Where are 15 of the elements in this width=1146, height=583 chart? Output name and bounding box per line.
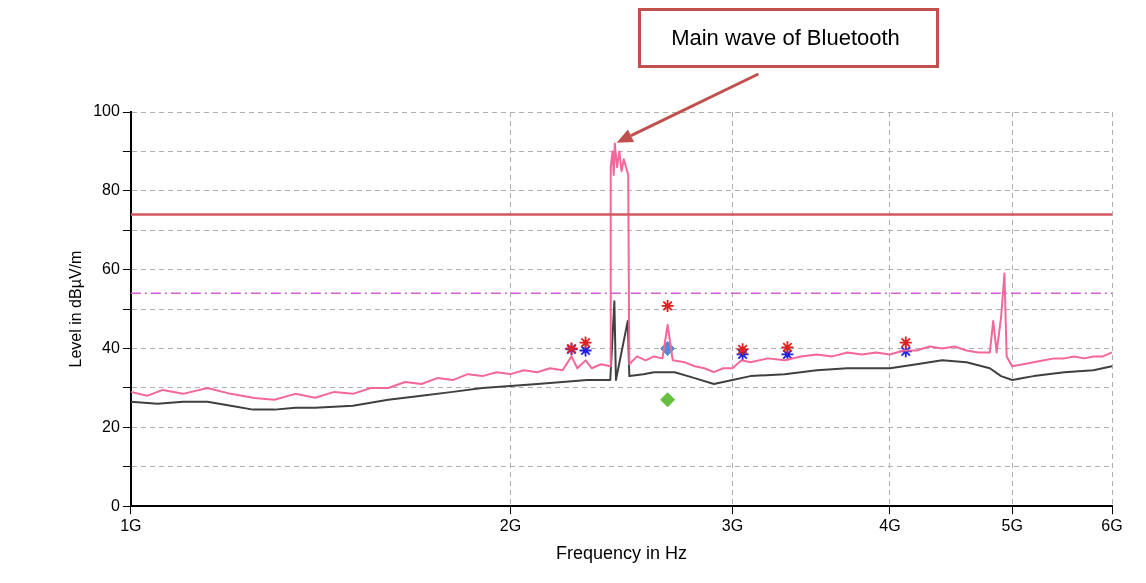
y-tick-label: 40 [102,338,120,356]
y-tick-label: 20 [102,417,120,435]
x-tick-label: 6G [1101,517,1123,535]
x-tick-label: 5G [1001,517,1023,535]
x-tick-label: 4G [879,517,901,535]
y-tick-label: 0 [110,496,120,514]
text: Main wave of Bluetooth [638,8,939,68]
y-tick-label: 100 [93,102,120,120]
x-tick-label: 2G [499,517,522,535]
x-tick-label: 3G [721,517,744,535]
y-tick-label: 80 [102,181,120,199]
y-tick-label: 60 [102,260,120,278]
y-axis-title: Level in dBµV/m [67,250,85,368]
x-tick-label: 1G [120,517,142,535]
x-axis-title: Frequency in Hz [555,543,687,564]
